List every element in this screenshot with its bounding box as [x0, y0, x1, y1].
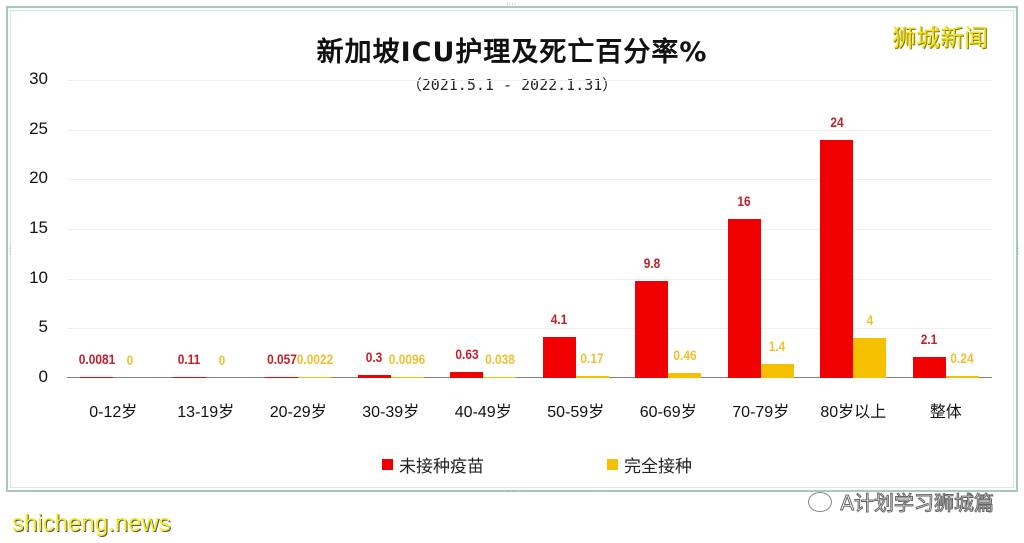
x-tick-label: 0-12岁: [89, 404, 138, 421]
bar-unvaccinated: [80, 377, 114, 378]
data-label: 0.24: [950, 349, 974, 366]
data-label: 0.11: [177, 350, 201, 367]
resize-handle-right[interactable]: ····: [1013, 245, 1022, 256]
gridline: [67, 80, 992, 81]
x-tick-label: 整体: [929, 404, 962, 421]
data-label: 0.63: [455, 345, 479, 362]
data-label: 4.1: [550, 311, 568, 328]
data-label: 16: [737, 193, 751, 210]
y-tick-label: 0: [38, 367, 48, 386]
y-tick-label: 25: [29, 118, 48, 138]
data-label: 24: [830, 113, 844, 130]
data-label: 0: [218, 352, 226, 368]
x-tick-label: 70-79岁: [732, 404, 790, 421]
x-tick-label: 30-39岁: [362, 404, 420, 421]
bar-unvaccinated: [172, 376, 206, 378]
gridline: [67, 278, 992, 280]
bar-unvaccinated: [542, 337, 576, 378]
x-tick-label: 60-69岁: [639, 404, 697, 421]
data-label: 0.0081: [78, 351, 115, 367]
y-tick-label: 20: [29, 168, 48, 188]
bar-unvaccinated: [450, 371, 484, 378]
data-label: 0.0096: [389, 351, 426, 367]
bar-fully-vaccinated: [760, 364, 794, 378]
bar-unvaccinated: [635, 280, 669, 378]
data-label: 0.46: [673, 347, 697, 364]
legend-swatch-gold: [607, 459, 618, 470]
bar-fully-vaccinated: [483, 377, 517, 378]
legend-label: 完全接种: [624, 457, 692, 477]
data-label: 0.17: [580, 350, 604, 367]
bar-unvaccinated: [265, 377, 299, 378]
wechat-watermark: A计划学习狮城篇: [808, 487, 994, 516]
gridline: [67, 229, 992, 230]
data-label: 9.8: [643, 254, 661, 271]
plot-area: 0.0081 0 0.11 0 0.057 0.0022 0.3 0.0096 0.63 0.03…: [67, 80, 992, 378]
bar-fully-vaccinated: [298, 377, 332, 378]
gridline: [67, 179, 992, 181]
chart-frame-inner: [10, 10, 1014, 488]
data-label: 0.3: [365, 349, 383, 366]
legend-label: 未接种疫苗: [399, 457, 484, 477]
bar-unvaccinated: [820, 139, 854, 378]
x-tick-label: 50-59岁: [547, 404, 605, 421]
wechat-icon: [808, 491, 833, 512]
legend-item-unvaccinated: 未接种疫苗: [382, 452, 484, 477]
bar-fully-vaccinated: [668, 373, 702, 378]
gridline: [67, 328, 992, 330]
legend-swatch-red: [382, 459, 393, 470]
x-axis-line: [67, 377, 992, 378]
resize-handle-bottom[interactable]: ····: [506, 487, 517, 496]
x-tick-label: 80岁以上: [820, 404, 887, 421]
bar-unvaccinated: [727, 219, 761, 378]
data-label: 2.1: [920, 331, 938, 348]
x-tick-label: 13-19岁: [177, 404, 235, 421]
data-label: 1.4: [768, 338, 786, 355]
x-tick-label: 40-49岁: [454, 404, 512, 421]
data-label: 0.038: [484, 351, 515, 367]
legend-item-fully-vaccinated: 完全接种: [607, 452, 692, 477]
x-tick-label: 20-29岁: [269, 404, 327, 421]
resize-handle-top[interactable]: ····: [506, 0, 517, 9]
chart-title: 新加坡ICU护理及死亡百分率%: [316, 37, 708, 68]
y-tick-label: 10: [29, 267, 48, 287]
resize-handle-left[interactable]: ····: [5, 245, 14, 256]
data-label: 0.057: [266, 351, 297, 367]
y-tick-label: 30: [29, 69, 48, 88]
y-tick-label: 5: [38, 317, 48, 337]
data-label: 4: [866, 312, 874, 329]
bar-fully-vaccinated: [575, 376, 609, 378]
bar-unvaccinated: [357, 375, 391, 378]
watermark-shicheng-news-cn: 狮城新闻: [892, 24, 988, 52]
data-label: 0.0022: [296, 351, 333, 367]
bar-unvaccinated: [912, 357, 946, 378]
wechat-account-name: A计划学习狮城篇: [840, 491, 995, 516]
bar-fully-vaccinated: [853, 338, 887, 378]
gridline: [67, 129, 992, 131]
bar-fully-vaccinated: [945, 375, 979, 378]
y-tick-label: 15: [29, 218, 48, 237]
data-label: 0: [126, 352, 134, 368]
site-watermark: shicheng.news: [12, 510, 171, 537]
bar-fully-vaccinated: [390, 377, 424, 378]
